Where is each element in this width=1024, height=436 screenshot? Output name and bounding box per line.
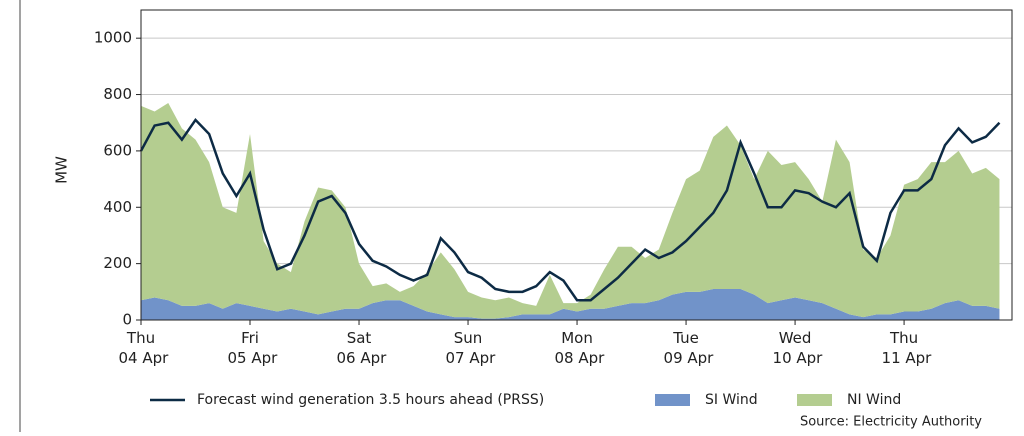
x-tick-line: 05 Apr [223, 349, 278, 367]
area [141, 289, 1000, 320]
x-tick-label: Fri 05 Apr [223, 329, 278, 367]
source-note: Source: Electricity Authority [800, 415, 982, 430]
legend-swatch [655, 394, 690, 406]
x-tick-line: Thu [126, 329, 155, 347]
x-tick-line: 08 Apr [550, 349, 605, 367]
x-tick-label: Thu 04 Apr [114, 329, 169, 367]
y-tick-label: 400 [103, 198, 132, 216]
x-tick-line: 07 Apr [441, 349, 496, 367]
x-tick-line: Sun [454, 329, 483, 347]
x-tick-line: 09 Apr [659, 349, 714, 367]
x-tick-label: Tue 09 Apr [659, 329, 714, 367]
x-tick-line: Fri [241, 329, 259, 347]
x-tick-line: Sat [347, 329, 372, 347]
x-tick-line: 06 Apr [332, 349, 387, 367]
plot-frame [140, 9, 1013, 321]
x-tick-label: Wed 10 Apr [768, 329, 823, 367]
legend-label: Forecast wind generation 3.5 hours ahead… [197, 392, 544, 408]
y-tick-label: 800 [103, 85, 132, 103]
area [141, 103, 1000, 319]
y-tick-label: 0 [122, 311, 132, 329]
x-tick-line: 11 Apr [877, 349, 932, 367]
x-tick-line: Mon [561, 329, 593, 347]
x-tick-line: Thu [889, 329, 918, 347]
x-tick-label: Sun 07 Apr [441, 329, 496, 367]
x-tick-line: 04 Apr [114, 349, 169, 367]
legend-label: SI Wind [705, 392, 758, 408]
line [139, 117, 1001, 302]
x-tick-line: 10 Apr [768, 349, 823, 367]
y-tick-label: 1000 [94, 29, 132, 47]
x-tick-line: Wed [779, 329, 812, 347]
x-tick-label: Mon 08 Apr [550, 329, 605, 367]
legend-label: NI Wind [847, 392, 901, 408]
x-tick-label: Sat 06 Apr [332, 329, 387, 367]
legend-swatch [797, 394, 832, 406]
x-tick-label: Thu 11 Apr [877, 329, 932, 367]
y-axis-label: MW [53, 156, 71, 184]
x-tick-line: Tue [672, 329, 699, 347]
y-tick-label: 200 [103, 254, 132, 272]
y-tick-label: 600 [103, 141, 132, 159]
